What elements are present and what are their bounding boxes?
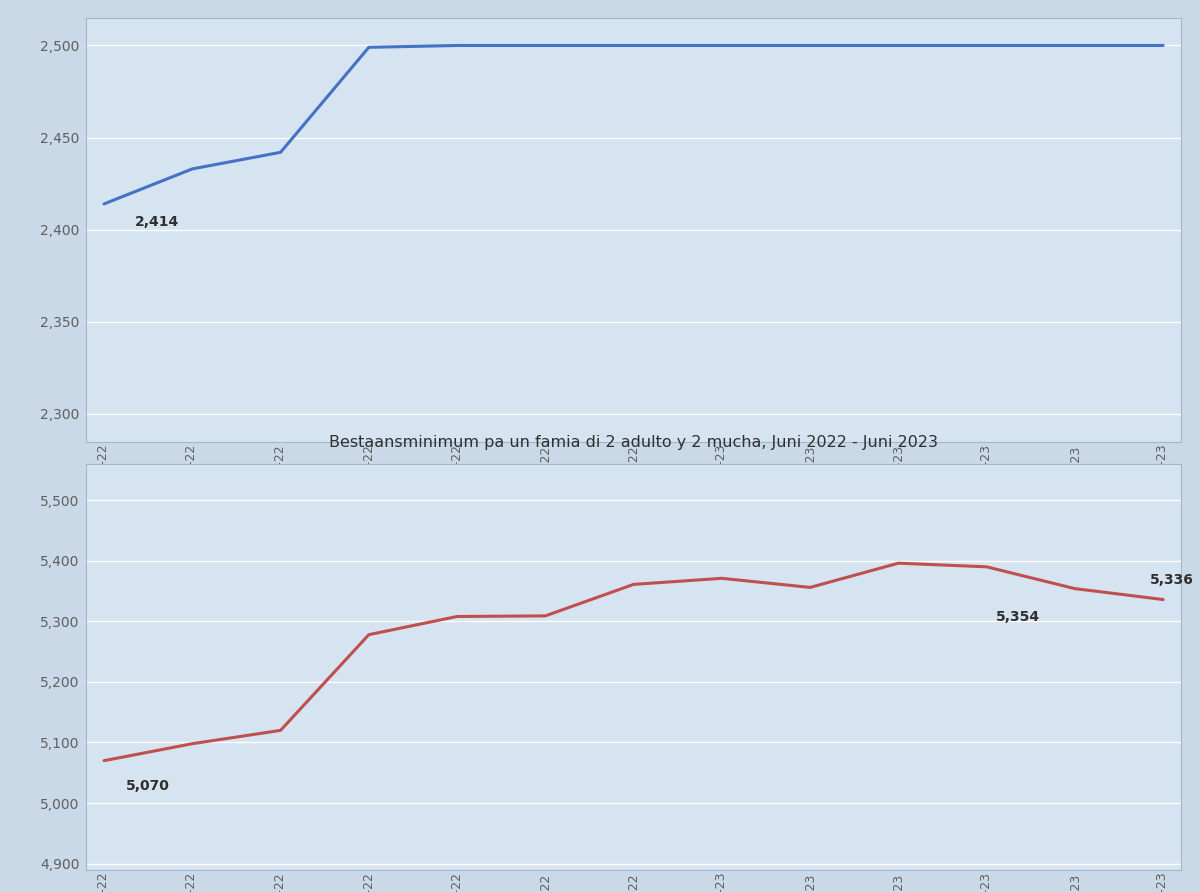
Title: Bestaansminimum pa un famia di 2 adulto y 2 mucha, Juni 2022 - Juni 2023: Bestaansminimum pa un famia di 2 adulto … [329,435,938,450]
Text: 5,336: 5,336 [1150,574,1194,588]
Text: 2,414: 2,414 [134,215,179,229]
Legend: 1 adulto: 1 adulto [578,642,689,667]
Text: 5,070: 5,070 [126,779,170,793]
Text: 5,354: 5,354 [996,610,1039,624]
